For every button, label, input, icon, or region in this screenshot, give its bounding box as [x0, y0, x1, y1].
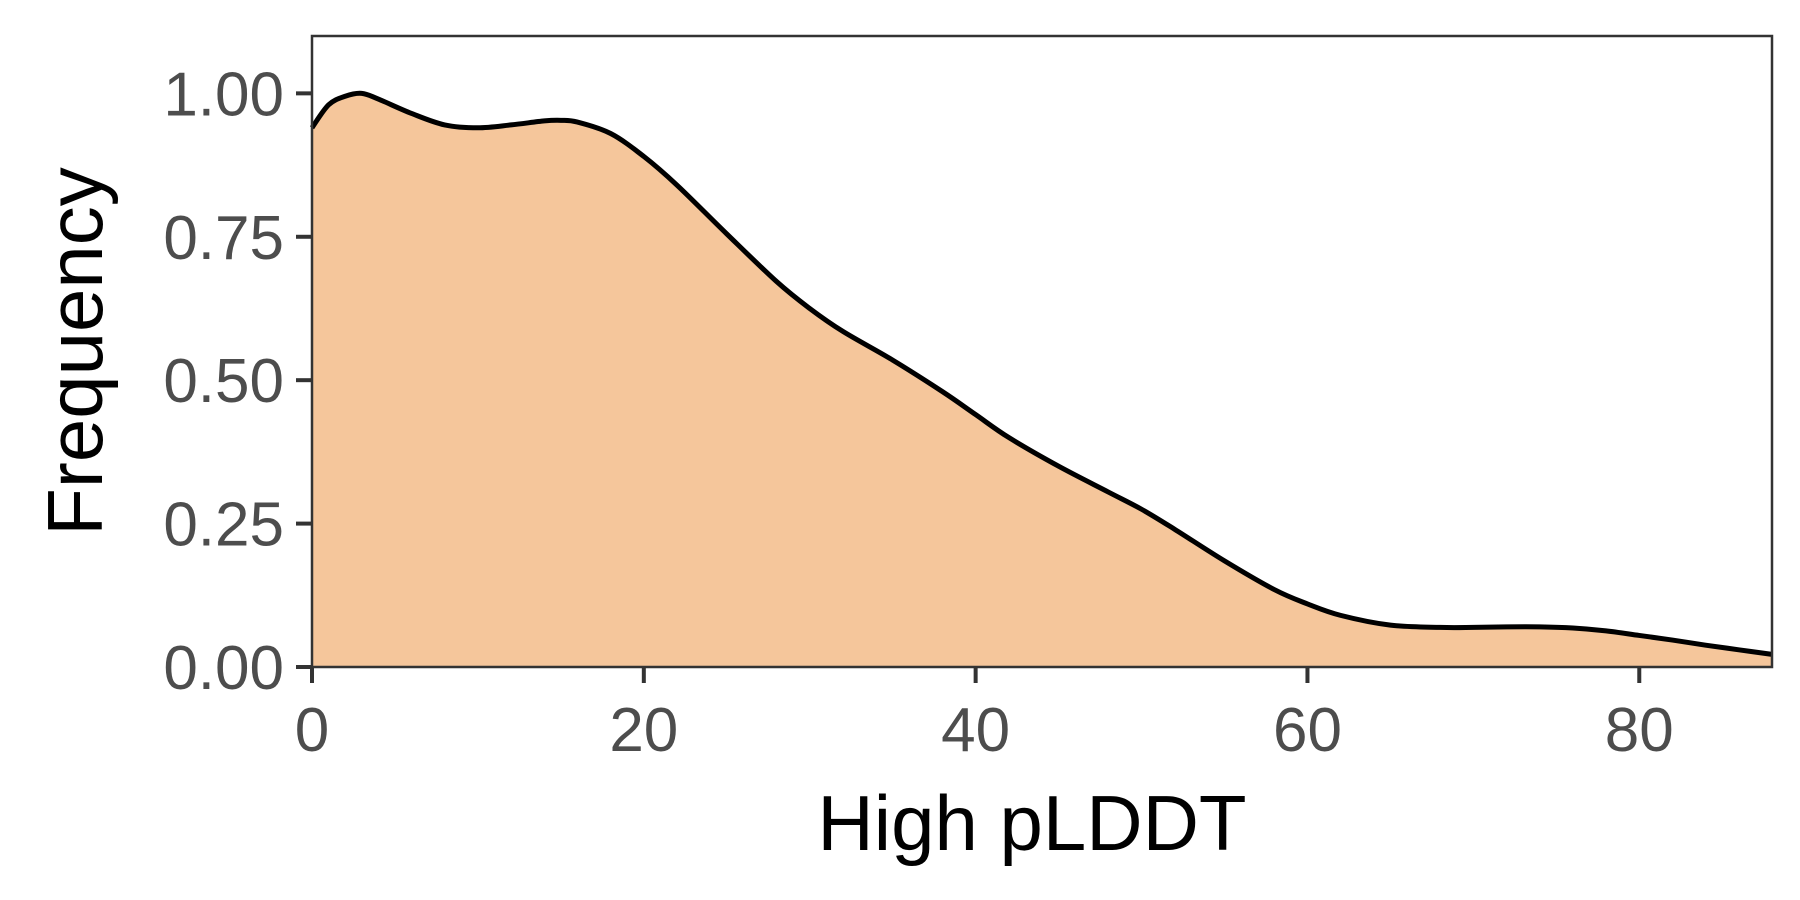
x-tick-label: 0: [295, 696, 329, 765]
x-tick-label: 60: [1273, 696, 1342, 765]
x-axis-title: High pLDDT: [817, 779, 1246, 867]
panel-border: [310, 34, 1774, 669]
x-tick-label: 40: [941, 696, 1010, 765]
y-tick-label: 0.50: [163, 347, 284, 416]
y-axis-title: Frequency: [31, 167, 119, 536]
x-tick-label: 80: [1605, 696, 1674, 765]
y-axis: 0.00 0.25 0.50 0.75 1.00: [163, 60, 312, 703]
y-tick-label: 0.75: [163, 204, 284, 273]
plot-area: [309, 90, 1773, 668]
x-axis: 0 20 40 60 80: [295, 667, 1674, 765]
y-tick-label: 0.00: [163, 634, 284, 703]
density-line: [309, 90, 1773, 657]
y-tick-label: 0.25: [163, 491, 284, 560]
x-tick-label: 20: [609, 696, 678, 765]
density-area: [312, 93, 1772, 668]
y-tick-label: 1.00: [163, 60, 284, 129]
